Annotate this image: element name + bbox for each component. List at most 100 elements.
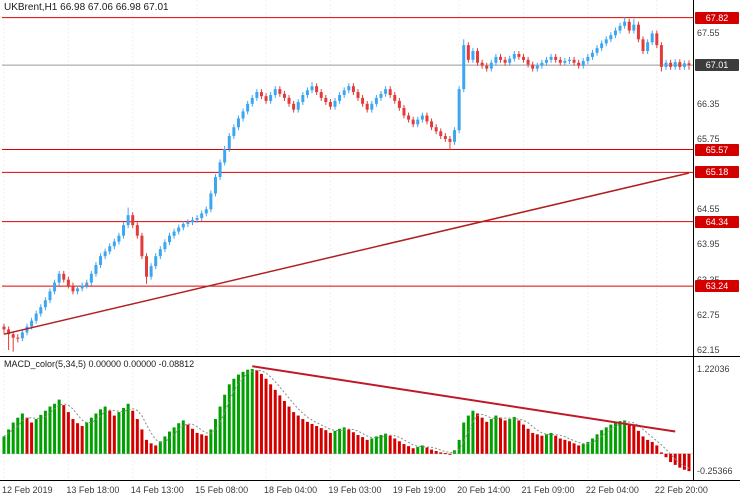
candle-body (673, 62, 677, 67)
macd-bar (25, 417, 29, 454)
macd-trendline[interactable] (252, 365, 676, 433)
candle-body (531, 64, 535, 69)
candle-body (154, 256, 158, 267)
candle-body (177, 227, 181, 232)
candle-body (149, 266, 153, 277)
macd-bar (43, 410, 47, 454)
candle-body (30, 320, 34, 327)
candle-body (544, 59, 548, 63)
level-price-badge: 63.24 (695, 280, 739, 293)
macd-bar (227, 384, 231, 454)
candle-body (227, 136, 231, 149)
candle-body (66, 279, 70, 286)
macd-bar (457, 439, 461, 454)
candle-body (609, 35, 613, 40)
candle-body (269, 95, 273, 101)
macd-bar (393, 438, 397, 454)
macd-bar (434, 450, 438, 454)
time-tick-label: 12 Feb 2019 (2, 485, 53, 495)
macd-bar (678, 453, 682, 468)
macd-bar (30, 422, 34, 454)
time-tick-label: 19 Feb 03:00 (328, 485, 382, 495)
candle-body (397, 100, 401, 108)
level-price-badge: 67.82 (695, 11, 739, 24)
macd-bar (462, 422, 466, 454)
candle-body (342, 90, 346, 95)
candle-body (476, 51, 480, 63)
macd-bar (177, 423, 181, 454)
macd-bar (122, 407, 126, 454)
candle-body (393, 95, 397, 101)
macd-bar (20, 413, 24, 454)
macd-bar (664, 453, 668, 458)
macd-bar (356, 435, 360, 454)
macd-bar (48, 406, 52, 454)
candle-body (34, 313, 38, 321)
macd-bar (531, 432, 535, 454)
macd-bar (655, 445, 659, 454)
price-trendline[interactable] (3, 172, 690, 335)
macd-bar (549, 432, 553, 454)
macd-bar (319, 428, 323, 454)
macd-bar (273, 389, 277, 454)
macd-bar (687, 453, 691, 472)
macd-bar (567, 441, 571, 454)
macd-bar (600, 430, 604, 454)
macd-bar (163, 436, 167, 454)
candle-body (85, 282, 89, 286)
candle-body (213, 177, 217, 194)
candle-body (567, 59, 571, 61)
candle-body (494, 56, 498, 63)
macd-bar (581, 444, 585, 454)
candle-body (103, 251, 107, 257)
candle-body (273, 89, 277, 95)
macd-bar (255, 370, 259, 454)
macd-bar (494, 415, 498, 454)
candle-body (209, 193, 213, 210)
macd-bar (282, 400, 286, 454)
time-tick-label: 22 Feb 04:00 (585, 485, 639, 495)
candle-body (43, 300, 47, 308)
macd-bar (512, 416, 516, 454)
candle-body (301, 95, 305, 103)
macd-bar (425, 447, 429, 454)
macd-bar (535, 434, 539, 454)
level-price-badge: 64.34 (695, 215, 739, 228)
macd-bar (338, 428, 342, 454)
current-price-badge: 67.01 (695, 59, 739, 72)
symbol-label: UKBrent,H1 66.98 67.06 66.98 67.01 (4, 2, 169, 13)
candle-body (659, 45, 663, 67)
macd-bar (34, 419, 38, 454)
candle-body (521, 56, 525, 60)
candle-body (292, 103, 296, 110)
macd-bar (466, 415, 470, 454)
candle-body (2, 326, 6, 330)
candle-body (135, 225, 139, 236)
macd-bar (108, 410, 112, 454)
candle-body (577, 62, 581, 66)
macd-bar (181, 420, 185, 454)
macd-bar (618, 421, 622, 454)
candle-body (278, 89, 282, 94)
macd-bar (99, 409, 103, 454)
candle-body (315, 86, 319, 93)
candle-body (356, 92, 360, 98)
candle-body (310, 86, 314, 91)
candle-body (117, 235, 121, 242)
candle-body (131, 215, 135, 226)
candle-body (328, 102, 332, 107)
candle-body (499, 56, 503, 60)
macd-bar (71, 419, 75, 454)
candle-body (512, 53, 516, 59)
macd-bar (200, 434, 204, 454)
macd-bar (609, 424, 613, 454)
macd-bar (39, 414, 43, 454)
candle-body (489, 62, 493, 69)
candle-body (434, 127, 438, 132)
macd-bar (397, 441, 401, 454)
candle-body (558, 59, 562, 63)
candle-body (163, 242, 167, 250)
macd-bar (636, 430, 640, 454)
